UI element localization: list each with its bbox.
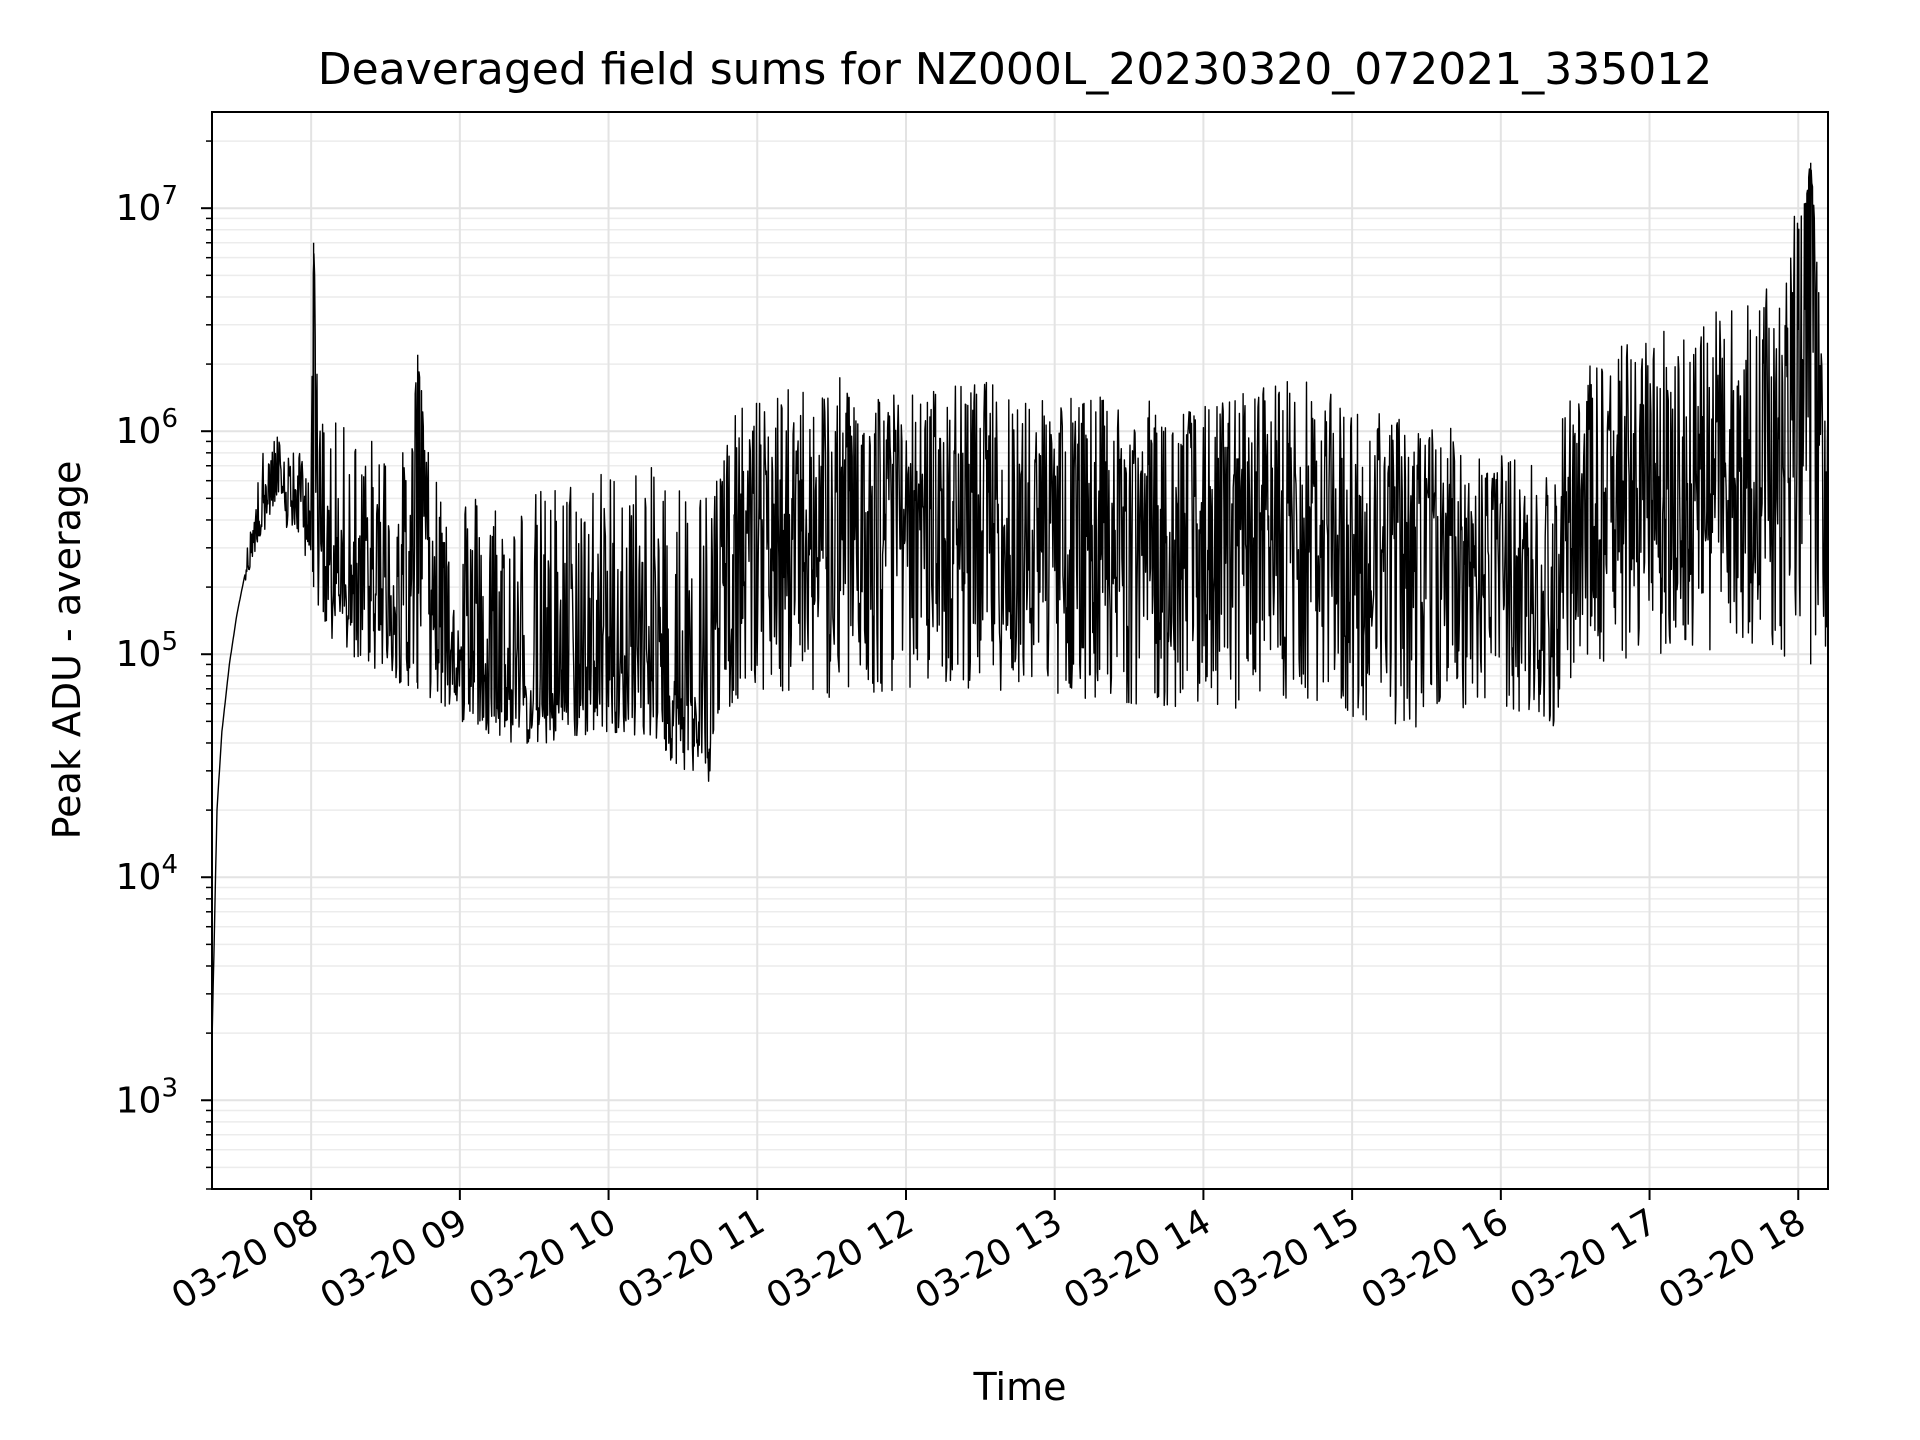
y-tick-label: 104	[116, 850, 178, 898]
y-axis: 103 104 105 106 107	[116, 140, 212, 1190]
plot-frame	[211, 111, 1829, 1190]
x-tick-label: 03-20 16	[1355, 1201, 1516, 1317]
x-tick-label: 03-20 09	[314, 1201, 475, 1317]
x-tick-label: 03-20 15	[1206, 1201, 1367, 1317]
y-tick-label: 106	[116, 404, 178, 452]
y-tick-label: 107	[116, 181, 178, 229]
chart-title: Deaveraged field sums for NZ000L_2023032…	[318, 44, 1712, 95]
y-tick-label: 103	[116, 1073, 178, 1121]
x-tick-label: 03-20 11	[611, 1201, 772, 1317]
y-axis-label: Peak ADU - average	[45, 461, 89, 840]
x-tick-label: 03-20 13	[909, 1201, 1070, 1317]
x-tick-label: 03-20 14	[1057, 1201, 1218, 1317]
x-tick-label: 03-20 12	[760, 1201, 921, 1317]
series-line	[211, 162, 1829, 1044]
x-tick-label: 03-20 17	[1503, 1201, 1664, 1317]
x-tick-label: 03-20 10	[462, 1201, 623, 1317]
y-tick-label: 105	[116, 627, 178, 675]
x-tick-label: 03-20 18	[1652, 1201, 1813, 1317]
x-tick-label: 03-20 08	[165, 1201, 326, 1317]
x-axis-label: Time	[973, 1365, 1067, 1409]
